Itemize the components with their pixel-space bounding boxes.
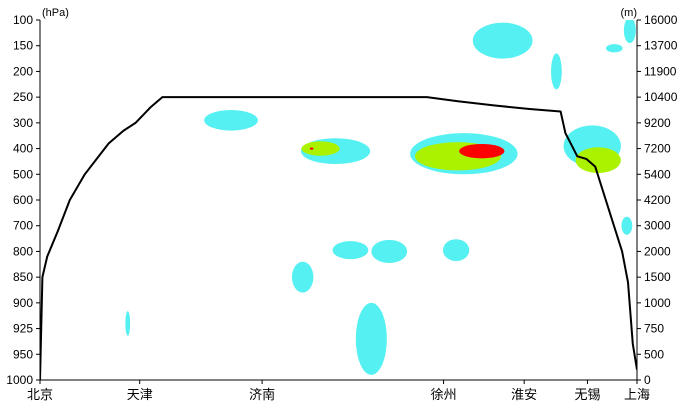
left-tick-label: 600 xyxy=(13,193,33,207)
left-tick-label: 300 xyxy=(13,116,33,130)
shear-region-light xyxy=(623,20,636,44)
left-tick-label: 250 xyxy=(13,90,33,104)
shear-region-light xyxy=(125,311,131,336)
left-tick-label: 950 xyxy=(13,347,33,361)
right-tick-label: 1500 xyxy=(644,270,671,284)
shear-region-light xyxy=(204,110,258,131)
right-tick-label: 10400 xyxy=(644,90,678,104)
shear-region-light xyxy=(371,239,408,263)
x-category-label: 上海 xyxy=(624,387,650,402)
right-tick-label: 500 xyxy=(644,347,664,361)
right-tick-label: 7200 xyxy=(644,142,671,156)
shear-region-strong xyxy=(309,147,314,150)
left-tick-label: 1000 xyxy=(6,373,33,387)
shear-region-light xyxy=(332,241,369,260)
right-tick-label: 16000 xyxy=(644,13,678,27)
shear-region-strong xyxy=(459,143,505,159)
left-tick-label: 200 xyxy=(13,64,33,78)
flight-profile-layer xyxy=(40,96,637,380)
right-tick-label: 11900 xyxy=(644,64,677,78)
x-category-label: 济南 xyxy=(249,387,275,402)
left-tick-label: 900 xyxy=(13,296,33,310)
right-tick-label: 0 xyxy=(644,373,651,387)
right-tick-label: 9200 xyxy=(644,116,671,130)
shear-region-light xyxy=(621,216,633,235)
x-category-label: 淮安 xyxy=(511,387,537,402)
right-tick-label: 4200 xyxy=(644,193,671,207)
right-tick-label: 13700 xyxy=(644,39,678,53)
left-tick-label: 925 xyxy=(13,322,33,336)
left-axis-unit: (hPa) xyxy=(42,7,69,19)
left-tick-label: 150 xyxy=(13,39,33,53)
shear-region-light xyxy=(605,44,623,53)
x-category-label: 天津 xyxy=(127,387,153,402)
x-category-label: 徐州 xyxy=(431,387,457,402)
right-tick-label: 3000 xyxy=(644,219,671,233)
axes: 100 150 200 250 300 400 500 600 700 800 850 900 925 9… xyxy=(6,13,677,402)
shear-region-light xyxy=(551,53,562,90)
left-tick-label: 400 xyxy=(13,142,33,156)
shear-region-light xyxy=(355,302,387,375)
left-tick-label: 700 xyxy=(13,219,33,233)
left-tick-label: 500 xyxy=(13,167,33,181)
shear-region-medium xyxy=(575,147,621,173)
x-category-label: 无锡 xyxy=(574,387,600,402)
right-tick-label: 1000 xyxy=(644,296,671,310)
right-tick-label: 750 xyxy=(644,322,664,336)
flight-profile-line xyxy=(40,96,637,380)
x-category-label: 北京 xyxy=(27,387,53,402)
left-tick-label: 100 xyxy=(13,13,33,27)
shear-region-medium xyxy=(301,141,340,156)
right-tick-label: 5400 xyxy=(644,167,671,181)
shear-region-light xyxy=(472,22,533,59)
shear-region-light xyxy=(291,261,314,293)
shear-regions xyxy=(125,20,636,375)
shear-region-light xyxy=(442,239,470,262)
left-tick-label: 800 xyxy=(13,244,33,258)
left-tick-label: 850 xyxy=(13,270,33,284)
right-tick-label: 2000 xyxy=(644,244,671,258)
right-axis-unit: (m) xyxy=(621,7,638,19)
